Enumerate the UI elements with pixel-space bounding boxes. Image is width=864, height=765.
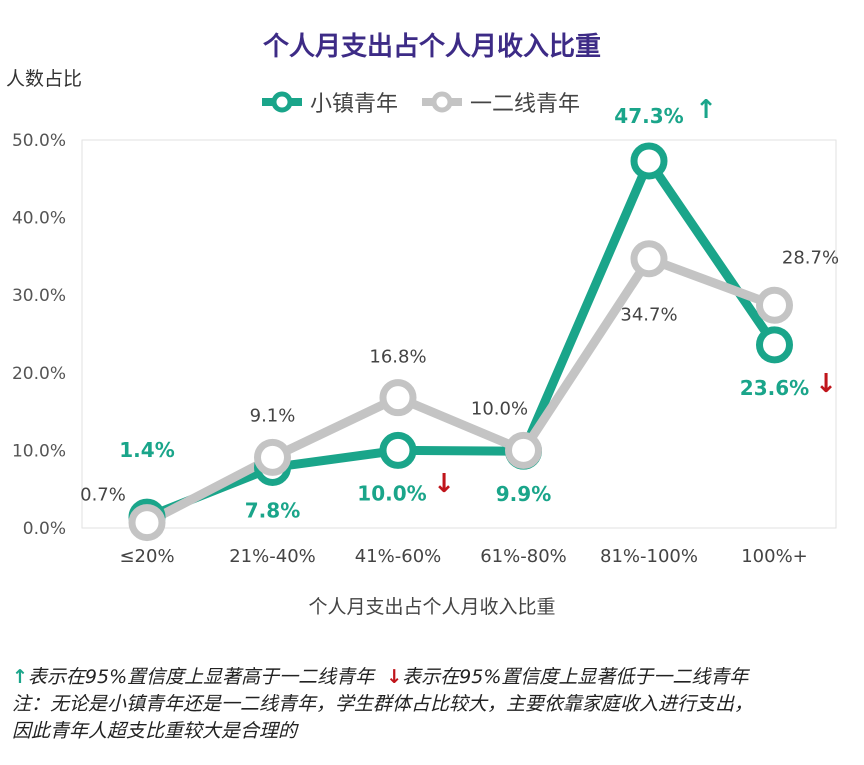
y-axis-label: 人数占比: [6, 68, 83, 90]
legend-label-town: 小镇青年: [310, 92, 399, 117]
note-line-1: 注：无论是小镇青年还是一二线青年，学生群体占比较大，主要依靠家庭收入进行支出，: [12, 693, 754, 715]
y-tick-label: 10.0%: [12, 441, 66, 461]
data-label-city: 0.7%: [80, 485, 126, 506]
point-city: [505, 431, 542, 469]
point-town: [379, 431, 417, 469]
point-city: [379, 379, 417, 417]
legend-marker-town: [262, 91, 302, 113]
data-label-town: 47.3%: [614, 104, 683, 128]
x-tick-label: 21%-40%: [229, 546, 316, 567]
x-tick-label: 81%-100%: [600, 546, 698, 567]
data-label-city: 9.1%: [250, 405, 296, 426]
up-arrow-icon: ↑: [12, 666, 28, 688]
y-tick-label: 20.0%: [12, 364, 66, 384]
data-label-town: 23.6%: [740, 376, 809, 400]
point-city: [756, 286, 793, 324]
point-city: [254, 438, 291, 476]
x-tick-label: 100%+: [741, 546, 808, 567]
y-tick-label: 50.0%: [12, 131, 66, 151]
y-tick-label: 30.0%: [12, 286, 66, 306]
data-label-town: 9.9%: [496, 482, 551, 506]
legend-item-city: 一二线青年: [420, 86, 580, 118]
legend-item-town: 小镇青年: [260, 86, 398, 118]
y-tick-label: 0.0%: [23, 519, 66, 539]
point-city: [128, 504, 166, 542]
x-tick-label: 61%-80%: [480, 546, 567, 567]
note-line-2: 因此青年人超支比重较大是合理的: [12, 720, 298, 742]
point-town: [756, 326, 793, 364]
legend: 小镇青年 一二线青年: [260, 86, 602, 118]
down-arrow-icon: ↓: [815, 369, 837, 399]
significance-legend: ↑表示在95%置信度上显著高于一二线青年 ↓表示在95%置信度上显著低于一二线青…: [12, 664, 862, 691]
plot-frame: [81, 139, 837, 529]
data-label-city: 10.0%: [471, 398, 528, 419]
series-line-town: [142, 156, 779, 522]
x-tick-label: 41%-60%: [355, 546, 442, 567]
down-arrow-icon: ↓: [433, 469, 455, 499]
data-label-city: 16.8%: [369, 347, 426, 368]
up-arrow-icon: ↑: [695, 95, 717, 125]
x-axis-label: 个人月支出占个人月收入比重: [308, 596, 556, 618]
data-label-town: 10.0%: [357, 481, 426, 505]
chart-title: 个人月支出占个人月收入比重: [262, 32, 601, 62]
y-tick-label: 40.0%: [12, 209, 66, 229]
point-city: [630, 240, 668, 278]
series-line-city: [142, 254, 779, 528]
x-tick-label: ≤20%: [119, 546, 174, 567]
legend-label-city: 一二线青年: [470, 92, 581, 117]
legend-marker-city: [422, 91, 463, 113]
notes: ↑表示在95%置信度上显著高于一二线青年 ↓表示在95%置信度上显著低于一二线青…: [12, 664, 862, 745]
down-note: 表示在95%置信度上显著低于一二线青年: [402, 666, 749, 688]
data-label-town: 1.4%: [119, 438, 174, 462]
down-arrow-icon: ↓: [386, 666, 403, 688]
data-label-city: 28.7%: [782, 247, 839, 268]
point-town: [630, 142, 668, 180]
data-label-town: 7.8%: [245, 498, 300, 522]
up-note: 表示在95%置信度上显著高于一二线青年: [27, 666, 375, 688]
data-label-city: 34.7%: [620, 305, 677, 326]
